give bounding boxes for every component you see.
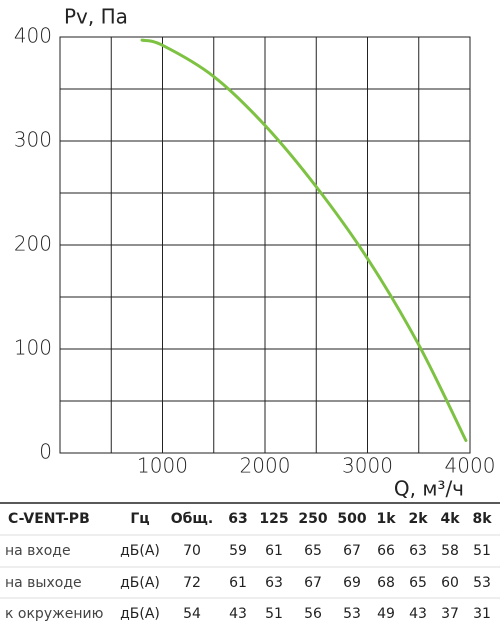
- table-header-cell: Гц: [130, 511, 149, 527]
- table-header-cell: 4k: [440, 511, 460, 527]
- table-cell: 63: [265, 575, 283, 591]
- table-cell: 58: [441, 543, 459, 559]
- row-label: к окружению: [5, 606, 104, 622]
- y-tick-label: 100: [14, 336, 52, 360]
- table-header-cell: 250: [298, 511, 327, 527]
- table-header-cell: 125: [259, 511, 288, 527]
- table-cell: 68: [377, 575, 395, 591]
- row-label: на входе: [5, 543, 71, 559]
- table-cell: 69: [343, 575, 361, 591]
- y-tick-label: 400: [14, 24, 52, 48]
- table-cell: 51: [265, 606, 283, 622]
- table-header-cell: 1k: [376, 511, 396, 527]
- table-header-cell: 8k: [472, 511, 492, 527]
- table-header-cell: 500: [337, 511, 366, 527]
- x-tick-label: 3000: [342, 454, 393, 478]
- table-cell: дБ(А): [120, 543, 160, 559]
- table-cell: 56: [304, 606, 322, 622]
- table-cell: 53: [343, 606, 361, 622]
- x-tick-label: 1000: [137, 454, 188, 478]
- table-cell: 59: [229, 543, 247, 559]
- row-label: на выходе: [5, 575, 82, 591]
- table-cell: 53: [473, 575, 491, 591]
- x-axis-label: Q, м³/ч: [394, 477, 464, 501]
- table-header-cell: C-VENT-PB: [8, 511, 90, 527]
- table-cell: дБ(А): [120, 575, 160, 591]
- table-cell: 61: [265, 543, 283, 559]
- table-cell: 51: [473, 543, 491, 559]
- table-cell: 31: [473, 606, 491, 622]
- table-cell: 54: [183, 606, 201, 622]
- table-cell: 67: [304, 575, 322, 591]
- y-tick-label: 0: [39, 440, 52, 464]
- table-cell: 60: [441, 575, 459, 591]
- y-tick-label: 200: [14, 232, 52, 256]
- table-cell: 66: [377, 543, 395, 559]
- table-cell: 67: [343, 543, 361, 559]
- y-tick-label: 300: [14, 128, 52, 152]
- table-cell: 72: [183, 575, 201, 591]
- table-cell: 63: [409, 543, 427, 559]
- x-tick-label: 2000: [240, 454, 291, 478]
- table-header-cell: 63: [228, 511, 247, 527]
- table-header-cell: 2k: [408, 511, 428, 527]
- table-cell: 43: [409, 606, 427, 622]
- table-cell: 65: [304, 543, 322, 559]
- table-cell: 65: [409, 575, 427, 591]
- table-cell: 43: [229, 606, 247, 622]
- table-cell: дБ(А): [120, 606, 160, 622]
- curve: [140, 38, 468, 443]
- table-header-cell: Общ.: [171, 511, 213, 527]
- table-cell: 37: [441, 606, 459, 622]
- y-axis-label: Pv, Па: [64, 5, 128, 29]
- table-cell: 61: [229, 575, 247, 591]
- x-tick-label: 4000: [445, 454, 496, 478]
- table-cell: 70: [183, 543, 201, 559]
- table-cell: 49: [377, 606, 395, 622]
